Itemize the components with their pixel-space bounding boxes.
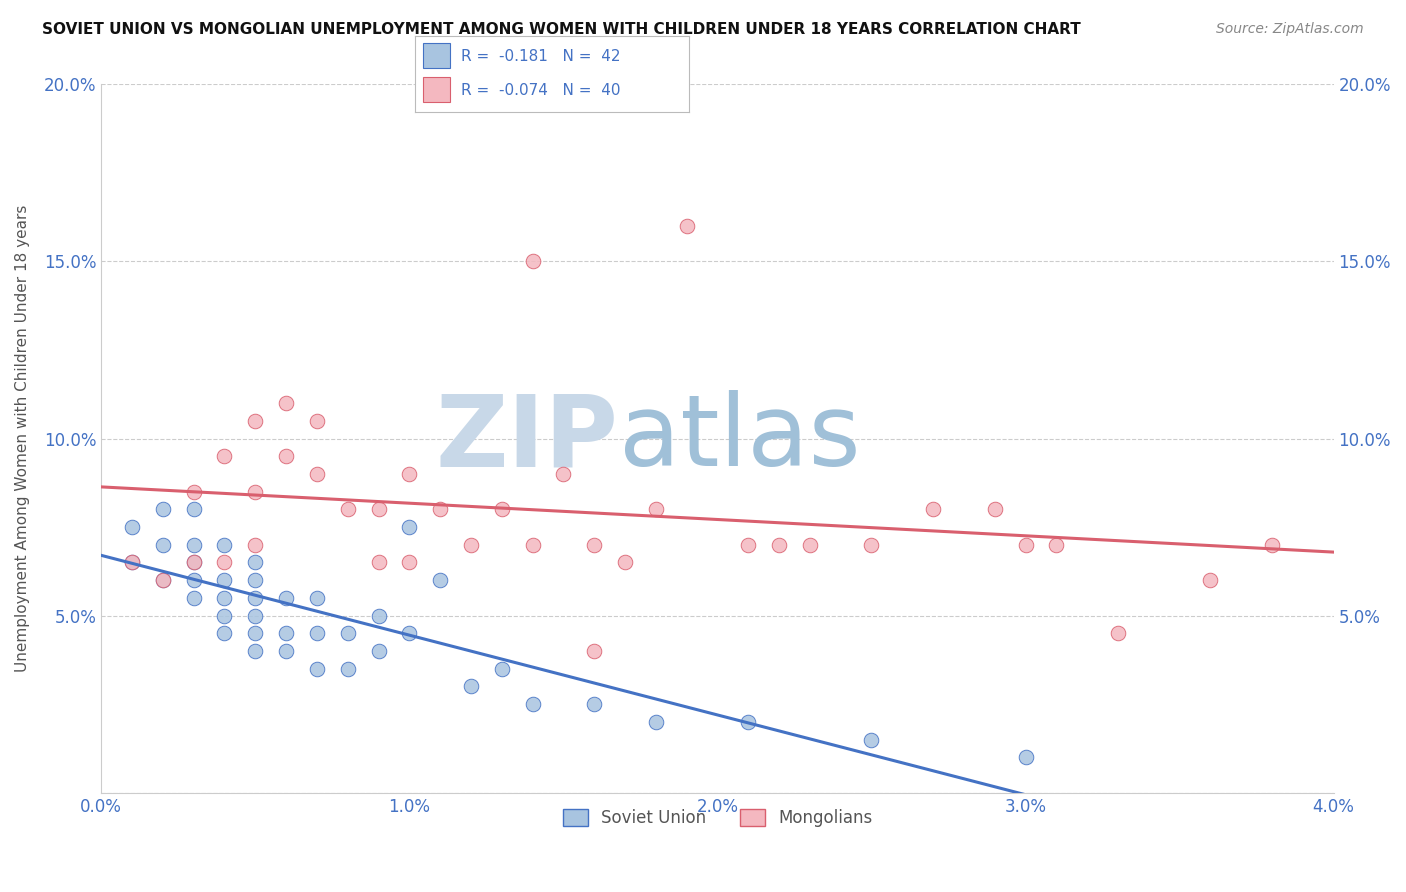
Point: [274, 626, 297, 640]
Point: [245, 644, 267, 658]
Point: [183, 502, 205, 516]
Point: [152, 502, 174, 516]
Point: [152, 573, 174, 587]
Point: [367, 608, 389, 623]
Point: [245, 556, 267, 570]
Point: [183, 484, 205, 499]
Point: [1014, 538, 1036, 552]
Point: [799, 538, 821, 552]
Point: [336, 502, 359, 516]
Point: [274, 591, 297, 605]
Point: [245, 538, 267, 552]
Point: [737, 714, 759, 729]
Point: [214, 573, 236, 587]
Point: [1261, 538, 1284, 552]
Point: [305, 414, 328, 428]
Point: [491, 662, 513, 676]
Point: [398, 467, 420, 481]
Point: [553, 467, 575, 481]
Point: [183, 556, 205, 570]
Legend: Soviet Union, Mongolians: Soviet Union, Mongolians: [557, 803, 879, 834]
Point: [675, 219, 697, 233]
Point: [922, 502, 945, 516]
Point: [305, 591, 328, 605]
Point: [245, 484, 267, 499]
Point: [522, 697, 544, 711]
Point: [398, 626, 420, 640]
Point: [305, 662, 328, 676]
Point: [214, 538, 236, 552]
Point: [983, 502, 1005, 516]
Point: [183, 538, 205, 552]
Point: [1199, 573, 1222, 587]
Point: [183, 573, 205, 587]
Point: [398, 520, 420, 534]
Bar: [423, 44, 450, 69]
Point: [336, 626, 359, 640]
Point: [274, 396, 297, 410]
Point: [214, 556, 236, 570]
Point: [429, 502, 451, 516]
Point: [367, 644, 389, 658]
Point: [214, 591, 236, 605]
Point: [274, 449, 297, 463]
Point: [245, 591, 267, 605]
Text: atlas: atlas: [619, 390, 860, 487]
Point: [367, 556, 389, 570]
Point: [274, 644, 297, 658]
Text: ZIP: ZIP: [436, 390, 619, 487]
Point: [522, 538, 544, 552]
Point: [860, 538, 883, 552]
Point: [121, 556, 143, 570]
Point: [768, 538, 790, 552]
Point: [583, 697, 606, 711]
Point: [245, 626, 267, 640]
Point: [305, 626, 328, 640]
Point: [305, 467, 328, 481]
Point: [522, 254, 544, 268]
Point: [245, 573, 267, 587]
Point: [1045, 538, 1067, 552]
Point: [183, 591, 205, 605]
Point: [614, 556, 637, 570]
Point: [398, 556, 420, 570]
Point: [336, 662, 359, 676]
Point: [214, 449, 236, 463]
Point: [460, 538, 482, 552]
Text: Source: ZipAtlas.com: Source: ZipAtlas.com: [1216, 22, 1364, 37]
Bar: [423, 78, 450, 103]
Point: [367, 502, 389, 516]
Point: [183, 556, 205, 570]
Point: [460, 680, 482, 694]
Point: [245, 414, 267, 428]
Point: [1014, 750, 1036, 764]
Point: [583, 538, 606, 552]
Text: R =  -0.074   N =  40: R = -0.074 N = 40: [461, 83, 621, 98]
Point: [121, 556, 143, 570]
Point: [152, 573, 174, 587]
Point: [214, 608, 236, 623]
Point: [583, 644, 606, 658]
Point: [644, 714, 666, 729]
Point: [737, 538, 759, 552]
Point: [491, 502, 513, 516]
Point: [860, 732, 883, 747]
Point: [214, 626, 236, 640]
Y-axis label: Unemployment Among Women with Children Under 18 years: Unemployment Among Women with Children U…: [15, 205, 30, 673]
Point: [429, 573, 451, 587]
Point: [1107, 626, 1129, 640]
Point: [121, 520, 143, 534]
Text: R =  -0.181   N =  42: R = -0.181 N = 42: [461, 49, 621, 63]
Point: [152, 538, 174, 552]
Point: [245, 608, 267, 623]
Point: [644, 502, 666, 516]
Text: SOVIET UNION VS MONGOLIAN UNEMPLOYMENT AMONG WOMEN WITH CHILDREN UNDER 18 YEARS : SOVIET UNION VS MONGOLIAN UNEMPLOYMENT A…: [42, 22, 1081, 37]
